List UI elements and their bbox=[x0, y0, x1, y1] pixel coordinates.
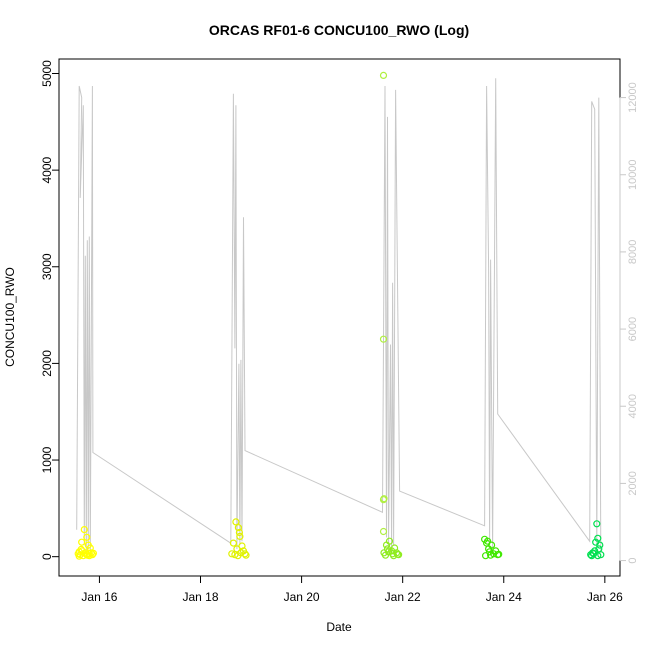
series-0 bbox=[74, 525, 98, 560]
x-tick-label: Jan 26 bbox=[587, 590, 623, 604]
data-point bbox=[390, 552, 398, 560]
data-point bbox=[242, 551, 250, 559]
y-tick-label: 3000 bbox=[40, 253, 54, 280]
data-point bbox=[587, 551, 595, 559]
data-point bbox=[385, 537, 394, 545]
data-point bbox=[85, 552, 93, 560]
y-axis-label: CONCU100_RWO bbox=[3, 267, 17, 367]
y-tick-label: 2000 bbox=[40, 350, 54, 377]
points-layer bbox=[74, 71, 605, 560]
data-point bbox=[78, 538, 86, 546]
data-point bbox=[86, 544, 94, 552]
background-line-layer bbox=[76, 78, 602, 553]
data-point bbox=[483, 539, 491, 547]
data-point bbox=[229, 539, 237, 547]
x-tick-label: Jan 18 bbox=[182, 590, 218, 604]
data-point bbox=[241, 550, 249, 558]
data-point bbox=[231, 551, 239, 559]
y-tick-label: 1000 bbox=[40, 446, 54, 473]
y2-tick-label: 4000 bbox=[627, 394, 639, 418]
data-point bbox=[75, 552, 83, 560]
data-point bbox=[379, 527, 388, 536]
series-2 bbox=[379, 71, 388, 536]
data-point bbox=[236, 532, 244, 541]
data-point bbox=[592, 538, 600, 546]
data-point bbox=[384, 548, 393, 556]
data-point bbox=[590, 550, 598, 558]
y2-tick-label: 2000 bbox=[627, 471, 639, 495]
series-4 bbox=[481, 535, 503, 560]
y2-tick-label: 10000 bbox=[627, 159, 639, 190]
y2-tick-label: 0 bbox=[627, 558, 639, 564]
data-point bbox=[487, 551, 495, 559]
y2-tick-label: 6000 bbox=[627, 317, 639, 341]
data-point bbox=[379, 71, 388, 80]
data-point bbox=[234, 524, 242, 532]
x-axis: Jan 16 Jan 18 Jan 20 Jan 22 Jan 24 Jan 26 bbox=[81, 575, 623, 604]
x-axis-label: Date bbox=[326, 620, 352, 634]
data-point bbox=[380, 495, 388, 503]
y2-tick-label: 12000 bbox=[627, 82, 639, 113]
data-point bbox=[235, 528, 243, 537]
x-tick-label: Jan 16 bbox=[81, 590, 117, 604]
data-point bbox=[77, 545, 85, 554]
data-point bbox=[379, 335, 388, 343]
data-point bbox=[234, 552, 242, 560]
data-point bbox=[232, 518, 240, 526]
x-tick-label: Jan 20 bbox=[284, 590, 320, 604]
data-point bbox=[495, 550, 503, 558]
y-tick-label: 4000 bbox=[40, 156, 54, 183]
background-series-line bbox=[76, 78, 602, 553]
data-point bbox=[80, 525, 88, 534]
chart-title: ORCAS RF01-6 CONCU100_RWO (Log) bbox=[209, 22, 469, 38]
y2-tick-label: 8000 bbox=[627, 240, 639, 264]
y-tick-label: 0 bbox=[40, 553, 54, 560]
series-1 bbox=[228, 518, 250, 560]
y-axis-right: 0 2000 4000 6000 8000 10000 12000 bbox=[619, 82, 639, 564]
y-axis-left: 0 1000 2000 3000 4000 5000 bbox=[40, 60, 60, 560]
series-5 bbox=[587, 520, 605, 560]
data-point bbox=[83, 533, 91, 541]
data-point bbox=[594, 534, 602, 542]
series-3 bbox=[380, 537, 403, 560]
data-point bbox=[594, 552, 602, 560]
data-point bbox=[597, 551, 605, 559]
y-tick-label: 5000 bbox=[40, 60, 54, 87]
data-point bbox=[228, 550, 236, 558]
data-point bbox=[593, 520, 601, 528]
x-tick-label: Jan 22 bbox=[385, 590, 421, 604]
data-point bbox=[394, 550, 402, 558]
data-point bbox=[482, 552, 490, 560]
x-tick-label: Jan 24 bbox=[486, 590, 522, 604]
data-point bbox=[238, 542, 246, 550]
